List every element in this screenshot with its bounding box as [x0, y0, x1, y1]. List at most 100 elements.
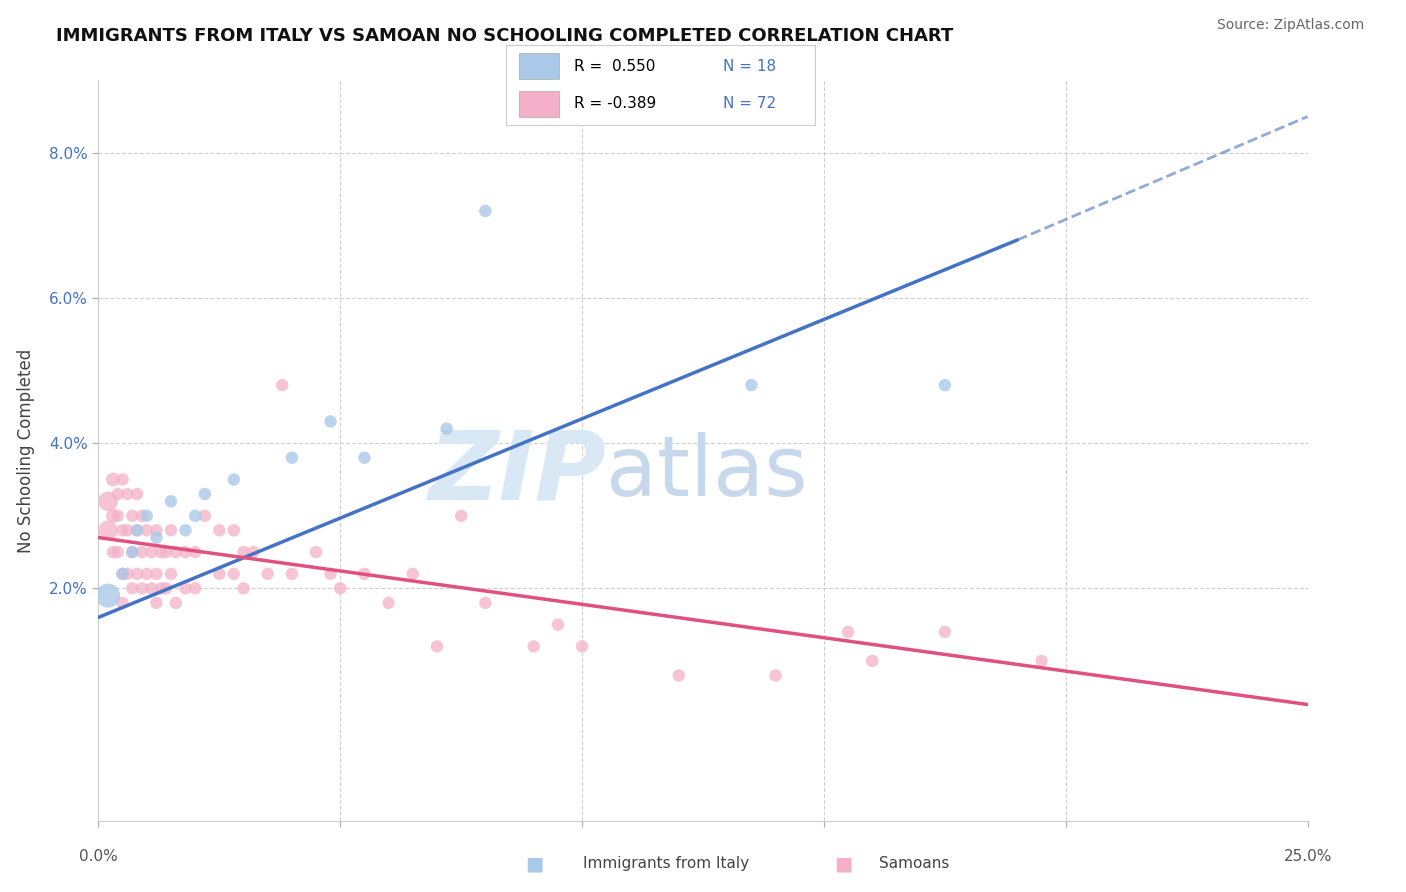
Point — [174, 545, 197, 559]
Text: ■: ■ — [834, 854, 853, 873]
Point — [1031, 654, 1053, 668]
Point — [402, 566, 425, 581]
Point — [117, 566, 139, 581]
Point — [135, 508, 157, 523]
Point — [426, 640, 449, 654]
Point — [353, 450, 375, 465]
Point — [160, 494, 183, 508]
Bar — [519, 91, 558, 117]
Point — [111, 566, 134, 581]
Point — [837, 624, 859, 639]
Point — [934, 378, 956, 392]
Point — [474, 203, 496, 218]
Point — [765, 668, 787, 682]
Point — [107, 487, 129, 501]
Text: Source: ZipAtlas.com: Source: ZipAtlas.com — [1216, 18, 1364, 32]
Text: ZIP: ZIP — [429, 426, 606, 519]
Point — [319, 414, 342, 428]
Point — [131, 508, 153, 523]
Point — [194, 508, 217, 523]
Point — [571, 640, 593, 654]
Text: R =  0.550: R = 0.550 — [574, 59, 655, 74]
Point — [232, 545, 254, 559]
Point — [101, 508, 124, 523]
Point — [174, 582, 197, 596]
Point — [121, 508, 143, 523]
Text: N = 18: N = 18 — [723, 59, 776, 74]
Point — [127, 487, 149, 501]
Point — [97, 524, 120, 538]
Point — [208, 566, 231, 581]
Point — [242, 545, 264, 559]
Point — [141, 545, 163, 559]
Point — [111, 524, 134, 538]
Point — [329, 582, 352, 596]
Point — [111, 473, 134, 487]
Point — [256, 566, 278, 581]
Point — [281, 566, 304, 581]
Point — [145, 566, 167, 581]
Text: 25.0%: 25.0% — [1284, 849, 1331, 863]
Point — [523, 640, 546, 654]
Point — [127, 524, 149, 538]
Text: ■: ■ — [524, 854, 544, 873]
Point — [174, 524, 197, 538]
Point — [281, 450, 304, 465]
Point — [127, 566, 149, 581]
Point — [121, 545, 143, 559]
Point — [97, 494, 120, 508]
Point — [150, 545, 173, 559]
Point — [135, 566, 157, 581]
Point — [184, 582, 207, 596]
Point — [860, 654, 883, 668]
Point — [160, 524, 183, 538]
Point — [222, 473, 245, 487]
Text: IMMIGRANTS FROM ITALY VS SAMOAN NO SCHOOLING COMPLETED CORRELATION CHART: IMMIGRANTS FROM ITALY VS SAMOAN NO SCHOO… — [56, 27, 953, 45]
Point — [271, 378, 294, 392]
Point — [155, 545, 177, 559]
Point — [547, 617, 569, 632]
Point — [145, 524, 167, 538]
Point — [194, 487, 217, 501]
Point — [160, 566, 183, 581]
Point — [111, 596, 134, 610]
Point — [222, 566, 245, 581]
Point — [150, 582, 173, 596]
Point — [184, 508, 207, 523]
Point — [208, 524, 231, 538]
Point — [319, 566, 342, 581]
Point — [232, 582, 254, 596]
Point — [117, 524, 139, 538]
Point — [165, 596, 187, 610]
Point — [131, 582, 153, 596]
Point — [436, 422, 458, 436]
Text: 0.0%: 0.0% — [79, 849, 118, 863]
Point — [107, 545, 129, 559]
Y-axis label: No Schooling Completed: No Schooling Completed — [17, 349, 35, 552]
Text: R = -0.389: R = -0.389 — [574, 95, 657, 111]
Point — [131, 545, 153, 559]
Point — [145, 531, 167, 545]
Point — [101, 545, 124, 559]
Point — [121, 545, 143, 559]
Point — [145, 596, 167, 610]
Text: Immigrants from Italy: Immigrants from Italy — [583, 856, 749, 871]
Point — [97, 589, 120, 603]
Point — [222, 524, 245, 538]
Text: Samoans: Samoans — [879, 856, 949, 871]
Text: atlas: atlas — [606, 432, 808, 513]
Point — [668, 668, 690, 682]
Bar — [519, 54, 558, 79]
Point — [305, 545, 328, 559]
Point — [141, 582, 163, 596]
Point — [740, 378, 762, 392]
Point — [184, 545, 207, 559]
Point — [127, 524, 149, 538]
Point — [165, 545, 187, 559]
Point — [111, 566, 134, 581]
Point — [135, 524, 157, 538]
Point — [121, 582, 143, 596]
Text: N = 72: N = 72 — [723, 95, 776, 111]
Point — [474, 596, 496, 610]
Point — [450, 508, 472, 523]
